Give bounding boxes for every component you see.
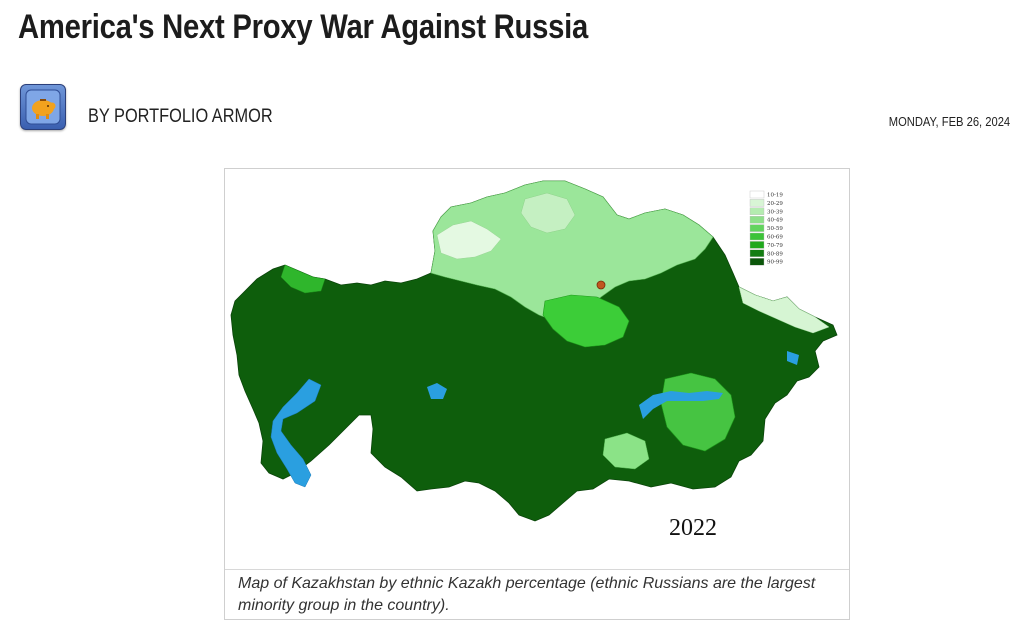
legend-label: 10-19 xyxy=(767,193,783,199)
northeast-light-region xyxy=(738,286,830,334)
legend-swatch xyxy=(749,207,765,215)
legend-label: 60-69 xyxy=(767,235,783,241)
post-date: MONDAY, FEB 26, 2024 xyxy=(888,114,1010,129)
caspian-sea xyxy=(270,378,322,488)
map-figure: 10-19 20-29 30-39 40-49 50-59 60-69 70-79 80-89… xyxy=(224,168,850,620)
legend-label: 30-39 xyxy=(767,209,783,215)
legend-label: 90-99 xyxy=(767,260,783,266)
capital-marker xyxy=(596,280,606,290)
north-pale-region xyxy=(520,192,576,234)
article-title: America's Next Proxy War Against Russia xyxy=(18,8,589,46)
byline: BY PORTFOLIO ARMOR MONDAY, FEB 26, 2024 xyxy=(20,84,1010,134)
north-lightest-region xyxy=(436,220,502,260)
piggy-bank-icon xyxy=(25,89,61,125)
legend-swatch xyxy=(749,224,765,232)
map-caption: Map of Kazakhstan by ethnic Kazakh perce… xyxy=(238,575,816,614)
year-label: 2022 xyxy=(669,515,717,541)
aral-sea xyxy=(427,383,447,399)
south-light-region xyxy=(602,432,650,470)
author-name[interactable]: BY PORTFOLIO ARMOR xyxy=(88,106,273,127)
author-avatar[interactable] xyxy=(20,84,66,130)
legend-label: 50-59 xyxy=(767,226,783,232)
legend: 10-19 20-29 30-39 40-49 50-59 60-69 70-79 80-89… xyxy=(749,190,783,266)
legend-swatch xyxy=(749,257,765,266)
legend-label: 20-29 xyxy=(767,201,783,207)
legend-label: 80-89 xyxy=(767,251,783,257)
legend-swatch xyxy=(749,199,765,207)
legend-swatch xyxy=(749,232,765,241)
north-light-region xyxy=(430,180,714,322)
legend-swatch xyxy=(749,190,765,199)
lake-balkhash xyxy=(639,391,723,419)
legend-label: 70-79 xyxy=(767,243,783,249)
northwest-bright-region xyxy=(280,264,326,294)
central-bright-region xyxy=(542,294,630,348)
zaysan-lake xyxy=(787,351,799,365)
legend-label: 40-49 xyxy=(767,218,783,224)
legend-swatch xyxy=(749,216,765,224)
legend-swatch xyxy=(749,241,765,249)
kazakhstan-ethnic-map: 10-19 20-29 30-39 40-49 50-59 60-69 70-79 80-89… xyxy=(225,169,849,570)
legend-swatch xyxy=(749,249,765,258)
